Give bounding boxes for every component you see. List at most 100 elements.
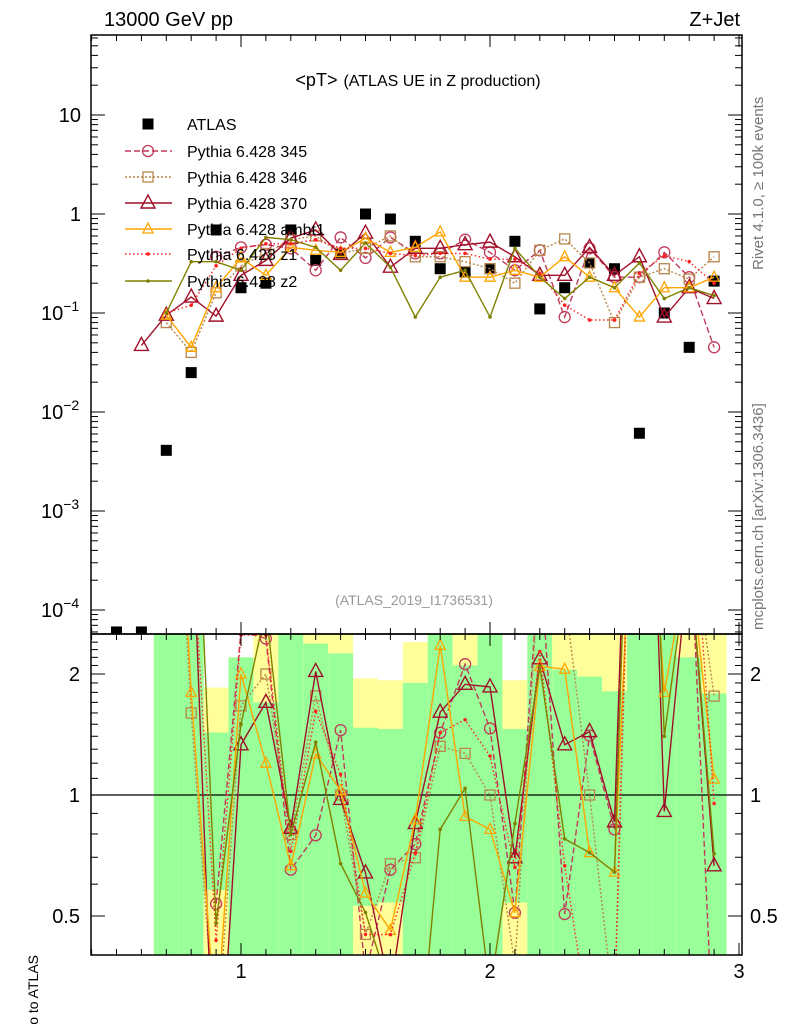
data-point <box>289 832 293 837</box>
data-point <box>612 870 617 874</box>
data-point <box>313 245 318 250</box>
y-tick-exp: −3 <box>63 496 79 512</box>
data-point <box>413 315 418 319</box>
data-point <box>338 246 343 251</box>
data-point <box>583 257 596 269</box>
data-point <box>683 273 695 285</box>
data-point <box>185 367 197 379</box>
data-point <box>232 265 250 282</box>
data-point <box>309 264 322 277</box>
legend-label: ATLAS <box>187 117 237 134</box>
data-point <box>658 263 670 275</box>
rivet-label: Rivet 4.1.0, ≥ 100k events <box>750 97 767 270</box>
data-point <box>289 242 293 246</box>
x-tick-label: 3 <box>733 961 744 983</box>
data-point <box>260 668 272 680</box>
data-point <box>488 754 492 758</box>
data-point <box>363 932 368 937</box>
data-point <box>413 851 418 855</box>
data-point <box>141 221 155 234</box>
data-point <box>284 858 297 871</box>
series-line <box>165 230 715 349</box>
data-point <box>463 268 467 273</box>
data-point <box>488 257 492 261</box>
data-point <box>146 279 150 283</box>
data-point <box>185 707 197 719</box>
data-point <box>481 677 499 693</box>
data-point <box>234 250 248 263</box>
data-point <box>313 740 318 745</box>
data-point <box>538 664 542 669</box>
data-point <box>384 213 396 225</box>
data-point <box>463 717 467 722</box>
data-point <box>164 311 169 315</box>
data-point <box>214 921 218 926</box>
ratio-y-tick-label: 2 <box>69 664 80 686</box>
data-point <box>483 269 497 282</box>
series-pythia-6-428-z2 <box>164 235 716 319</box>
data-point <box>513 865 517 870</box>
data-point <box>338 268 343 273</box>
ratio-series-pythia-6-428-z2 <box>202 634 716 955</box>
data-point <box>637 271 642 276</box>
header-left: 13000 GeV pp <box>104 9 233 31</box>
data-point <box>264 235 268 240</box>
data-point <box>534 303 546 315</box>
data-point <box>583 789 596 801</box>
legend-entry: Pythia 6.428 346 <box>125 170 307 187</box>
data-point <box>434 263 446 275</box>
legend-label: Pythia 6.428 346 <box>187 170 307 187</box>
data-point <box>142 118 154 130</box>
data-point <box>260 277 272 289</box>
data-point <box>438 251 443 256</box>
data-point <box>388 265 393 270</box>
y-tick-base: 10 <box>41 501 63 523</box>
data-point <box>458 658 472 671</box>
legend: ATLAS Pythia 6.428 345 Pythia 6.428 346 Pyt… <box>125 117 325 291</box>
y-tick-exp: −4 <box>63 595 79 611</box>
data-point <box>438 827 443 832</box>
data-point <box>382 257 399 273</box>
main-series <box>111 208 723 634</box>
data-point <box>438 730 443 735</box>
data-point <box>257 250 275 267</box>
band-green <box>701 693 727 955</box>
data-point <box>558 249 571 262</box>
data-point <box>183 287 200 303</box>
data-point <box>185 339 198 352</box>
data-point <box>484 263 496 275</box>
data-point <box>189 259 193 264</box>
data-point <box>509 277 521 289</box>
data-point <box>234 666 248 679</box>
data-point <box>712 281 716 285</box>
data-point <box>583 729 596 742</box>
data-point <box>133 335 150 352</box>
data-point <box>235 282 247 294</box>
data-point <box>313 237 318 242</box>
chart-title: <pT> (ATLAS UE in Z production) <box>295 70 540 90</box>
data-point <box>483 821 497 834</box>
data-point <box>556 265 573 282</box>
data-point <box>683 280 696 293</box>
data-point <box>434 637 447 650</box>
data-point <box>658 307 670 319</box>
y-tick-label: 10−2 <box>41 397 79 424</box>
data-point <box>531 649 548 665</box>
series-pythia-6-428-346 <box>160 230 720 359</box>
ratio-series <box>91 634 742 955</box>
data-point <box>284 239 297 253</box>
y-tick-label: 10−4 <box>41 595 79 622</box>
data-point <box>310 254 322 266</box>
data-point <box>313 709 318 713</box>
legend-entry: Pythia 6.428 z2 <box>125 274 297 291</box>
data-point <box>259 755 272 768</box>
data-point <box>508 905 521 918</box>
data-point <box>488 315 492 319</box>
data-point <box>334 244 347 257</box>
data-point <box>562 863 567 868</box>
data-point <box>459 256 471 268</box>
data-point <box>481 232 499 248</box>
data-point <box>708 269 721 282</box>
data-point <box>160 444 172 456</box>
